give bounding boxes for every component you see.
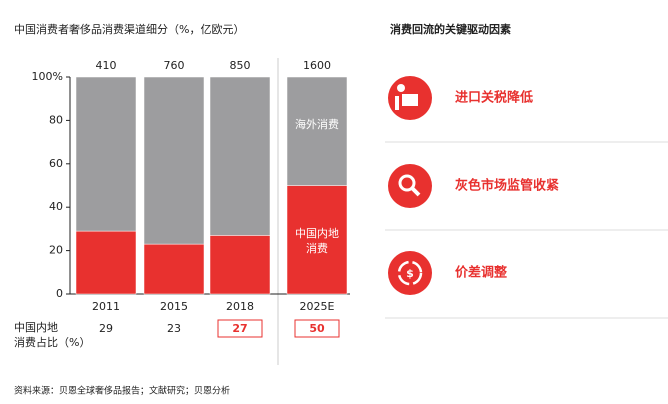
- share-label: 29: [99, 322, 113, 335]
- total-label: 850: [230, 59, 251, 72]
- total-label: 1600: [303, 59, 331, 72]
- highlight-box: [217, 319, 263, 338]
- x-tick-label: 2018: [226, 300, 254, 313]
- segment-label: 海外消费: [295, 118, 339, 132]
- segment-label-text: 海外消费: [295, 118, 339, 132]
- x-tick-label: 2025E: [300, 300, 335, 313]
- bar-segment: [209, 76, 271, 236]
- drivers-title: 消费回流的关键驱动因素: [390, 22, 511, 36]
- bar-segment: [209, 235, 271, 295]
- highlight-box: [294, 319, 340, 338]
- share-label: 23: [167, 322, 181, 335]
- segment-label-text: 中国内地消费: [295, 226, 339, 255]
- row-label: 消费占比（%）: [14, 335, 90, 349]
- bar-segment: [75, 76, 137, 232]
- total-label: 760: [164, 59, 185, 72]
- driver-label: 进口关税降低: [455, 90, 533, 106]
- y-tick-label: 20: [49, 244, 63, 257]
- bar-segment: [286, 76, 348, 186]
- x-tick-label: 2011: [92, 300, 120, 313]
- row-label: 中国内地: [14, 320, 58, 334]
- share-label: 50: [309, 322, 325, 335]
- bar-segment: [286, 185, 348, 295]
- svg-text:$: $: [406, 267, 414, 280]
- y-tick-label: 80: [49, 113, 63, 126]
- bar-segment: [75, 230, 137, 295]
- source: 资料来源：贝恩全球奢侈品报告；文献研究；贝恩分析: [14, 385, 230, 397]
- y-tick-label: 0: [56, 287, 63, 300]
- y-tick-label: 40: [49, 200, 63, 213]
- y-tick-label: 60: [49, 157, 63, 170]
- share-label: 27: [232, 322, 247, 335]
- driver-label: 价差调整: [455, 265, 508, 281]
- driver-label: 灰色市场监管收紧: [455, 178, 559, 194]
- segment-label: 中国内地消费: [295, 226, 339, 255]
- icons: $: [388, 76, 432, 295]
- y-tick-label: 100%: [32, 70, 63, 83]
- x-tick-label: 2015: [160, 300, 188, 313]
- chart-title: 中国消费者奢侈品消费渠道细分（%，亿欧元）: [14, 22, 244, 36]
- total-label: 410: [96, 59, 117, 72]
- bar-segment: [143, 76, 205, 245]
- bar-segment: [143, 243, 205, 295]
